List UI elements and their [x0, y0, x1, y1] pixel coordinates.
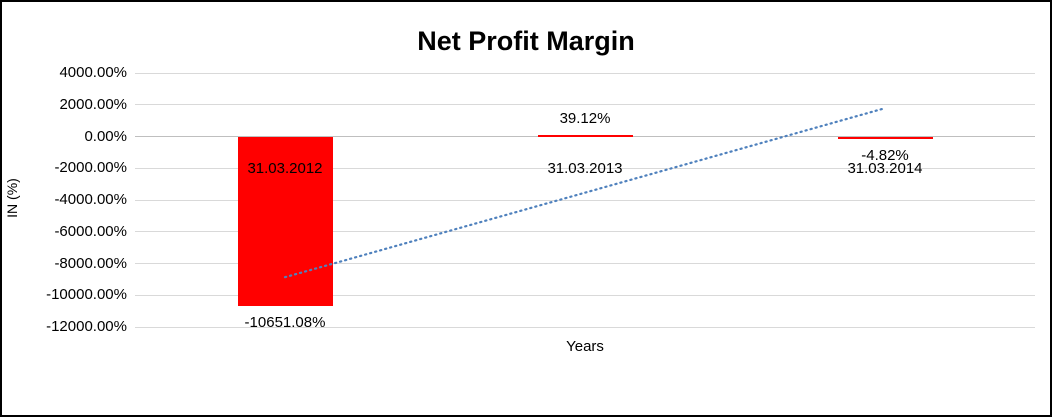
data-label: 39.12% [559, 109, 611, 127]
gridline [135, 72, 1035, 74]
data-label: -4.82% [861, 146, 909, 164]
y-tick-label: -2000.00% [54, 159, 127, 177]
y-tick-label: -12000.00% [46, 318, 127, 335]
x-axis-title: Years [566, 338, 604, 355]
gridline [135, 294, 1035, 296]
y-tick-label: 0.00% [84, 127, 127, 145]
category-label: 31.03.2013 [547, 159, 623, 177]
gridline [135, 326, 1035, 328]
bar-31.03.2014 [837, 136, 933, 139]
gridline [135, 104, 1035, 106]
chart-title: Net Profit Margin [417, 26, 635, 56]
bar-31.03.2013 [537, 134, 633, 137]
category-label: 31.03.2012 [247, 159, 323, 177]
y-tick-label: -10000.00% [46, 286, 127, 304]
data-label: -10651.08% [244, 313, 326, 331]
y-tick-label: -6000.00% [54, 222, 127, 240]
y-tick-label: 2000.00% [59, 95, 127, 113]
y-tick-label: -8000.00% [54, 254, 127, 272]
y-tick-label: -4000.00% [54, 191, 127, 208]
y-tick-label: 4000.00% [59, 64, 127, 81]
